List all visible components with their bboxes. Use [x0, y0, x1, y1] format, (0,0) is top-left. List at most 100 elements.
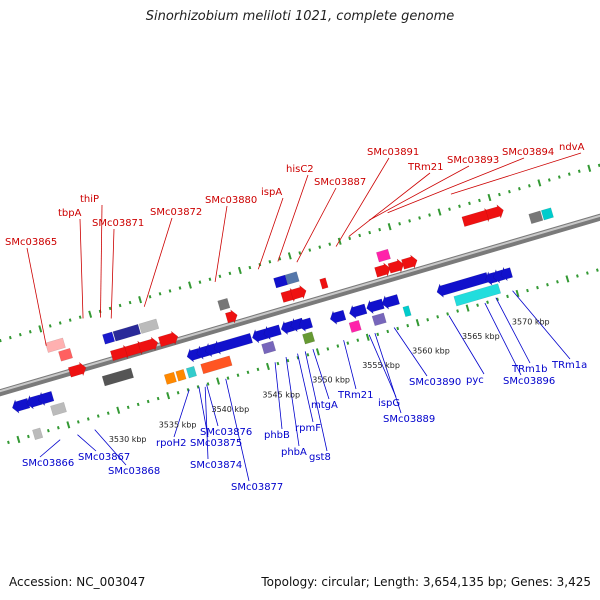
tick-mark — [465, 304, 470, 312]
tick-mark — [576, 274, 579, 278]
tick-mark — [108, 306, 112, 311]
gene-label-thiP[interactable]: thiP — [80, 194, 99, 205]
leader-line — [448, 315, 485, 375]
gene-label-SMc03877[interactable]: SMc03877 — [231, 482, 283, 493]
tick-mark — [16, 435, 21, 444]
gene-label-SMc03876[interactable]: SMc03876 — [200, 427, 252, 438]
tick-mark — [398, 222, 401, 226]
tick-mark — [48, 324, 52, 328]
gene-label-TRm21[interactable]: TRm21 — [407, 162, 444, 173]
scale-label: 3570 kbp — [512, 317, 550, 326]
tick-mark — [226, 376, 230, 380]
tick-mark — [126, 405, 130, 410]
gene-label-rpmF[interactable]: rpmF — [295, 423, 321, 434]
gene-label-ndvA[interactable]: ndvA — [559, 142, 585, 153]
gene-label-rpoH2[interactable]: rpoH2 — [156, 438, 186, 449]
gene-label-phbA[interactable]: phbA — [281, 447, 307, 458]
gene-label-SMc03890[interactable]: SMc03890 — [409, 377, 461, 388]
gene-label-TRm1a[interactable]: TRm1a — [551, 360, 587, 371]
leader-line — [257, 197, 284, 270]
leader-line — [387, 157, 525, 214]
tick-mark — [378, 227, 382, 232]
tick-mark — [498, 192, 501, 197]
gene-label-SMc03866[interactable]: SMc03866 — [22, 458, 74, 469]
tick-mark — [146, 399, 150, 404]
gene-label-SMc03872[interactable]: SMc03872 — [150, 207, 202, 218]
tick-mark — [436, 315, 440, 319]
gene-arrow — [263, 324, 282, 341]
gene-label-SMc03889[interactable]: SMc03889 — [383, 414, 435, 425]
gene-label-SMc03874[interactable]: SMc03874 — [190, 460, 242, 471]
tick-mark — [208, 277, 212, 281]
gene-label-mtgA[interactable]: mtgA — [311, 400, 338, 411]
tick-mark — [228, 271, 232, 276]
gene-label-pyc[interactable]: pyc — [466, 375, 484, 386]
tick-mark — [166, 392, 171, 400]
tick-mark — [266, 362, 270, 371]
tick-mark — [236, 373, 240, 377]
tick-mark — [96, 414, 100, 418]
gene-box — [284, 271, 300, 285]
gene-label-ispG[interactable]: ispG — [378, 398, 400, 409]
gene-label-SMc03896[interactable]: SMc03896 — [503, 376, 555, 387]
tick-mark — [156, 396, 160, 401]
tick-mark — [478, 198, 481, 203]
gene-label-SMc03875[interactable]: SMc03875 — [190, 438, 242, 449]
gene-label-SMc03868[interactable]: SMc03868 — [108, 466, 160, 477]
tick-mark — [518, 187, 521, 191]
gene-label-tbpA[interactable]: tbpA — [58, 208, 82, 219]
gene-label-hisC2[interactable]: hisC2 — [286, 164, 314, 175]
tick-mark — [408, 219, 411, 223]
leader-line — [335, 157, 390, 247]
leader-line — [368, 334, 397, 398]
gene-arrow — [298, 317, 314, 333]
leader-line — [39, 439, 61, 458]
gene-label-SMc03880[interactable]: SMc03880 — [205, 195, 257, 206]
gene-label-SMc03894[interactable]: SMc03894 — [502, 147, 554, 158]
gene-label-TRm21[interactable]: TRm21 — [337, 390, 374, 401]
gene-box — [32, 427, 44, 441]
tick-mark — [88, 310, 93, 318]
leader-line — [348, 172, 431, 237]
gene-label-SMc03867[interactable]: SMc03867 — [78, 452, 130, 463]
gene-label-TRm1b[interactable]: TRm1b — [511, 364, 548, 375]
genome-title: Sinorhizobium meliloti 1021, complete ge… — [145, 9, 455, 24]
leader-line — [374, 332, 402, 414]
tick-mark — [306, 353, 310, 357]
tick-mark — [196, 385, 200, 389]
gene-arrow — [436, 272, 490, 299]
gene-arrow — [349, 303, 368, 320]
gene-label-ispA[interactable]: ispA — [261, 187, 282, 198]
gene-label-gst8[interactable]: gst8 — [309, 452, 331, 463]
gene-label-SMc03891[interactable]: SMc03891 — [367, 147, 419, 158]
tick-mark — [386, 329, 390, 334]
leader-line — [512, 290, 571, 360]
gene-label-SMc03865[interactable]: SMc03865 — [5, 237, 57, 248]
tick-mark — [586, 271, 589, 275]
genome-axis-highlight — [0, 214, 600, 393]
tick-mark — [526, 288, 529, 293]
tick-mark — [336, 344, 340, 348]
tick-mark — [8, 335, 12, 340]
leader-line — [304, 351, 328, 452]
tick-mark — [188, 281, 192, 289]
gene-box — [50, 401, 67, 417]
tick-mark — [396, 326, 400, 331]
leader-line — [484, 302, 522, 376]
gene-label-SMc03893[interactable]: SMc03893 — [447, 155, 499, 166]
tick-mark — [527, 184, 531, 188]
gene-label-phbB[interactable]: phbB — [264, 430, 290, 441]
gene-box — [375, 248, 391, 263]
leader-line — [225, 378, 250, 482]
gene-arrow — [137, 336, 159, 353]
gene-box — [163, 371, 177, 385]
gene-label-SMc03871[interactable]: SMc03871 — [92, 218, 144, 229]
gene-box — [200, 355, 233, 375]
tick-mark — [587, 164, 592, 172]
leader-line — [173, 389, 190, 438]
gene-box — [101, 367, 135, 387]
gene-box — [302, 331, 316, 345]
gene-box — [528, 210, 544, 225]
gene-label-SMc03887[interactable]: SMc03887 — [314, 177, 366, 188]
